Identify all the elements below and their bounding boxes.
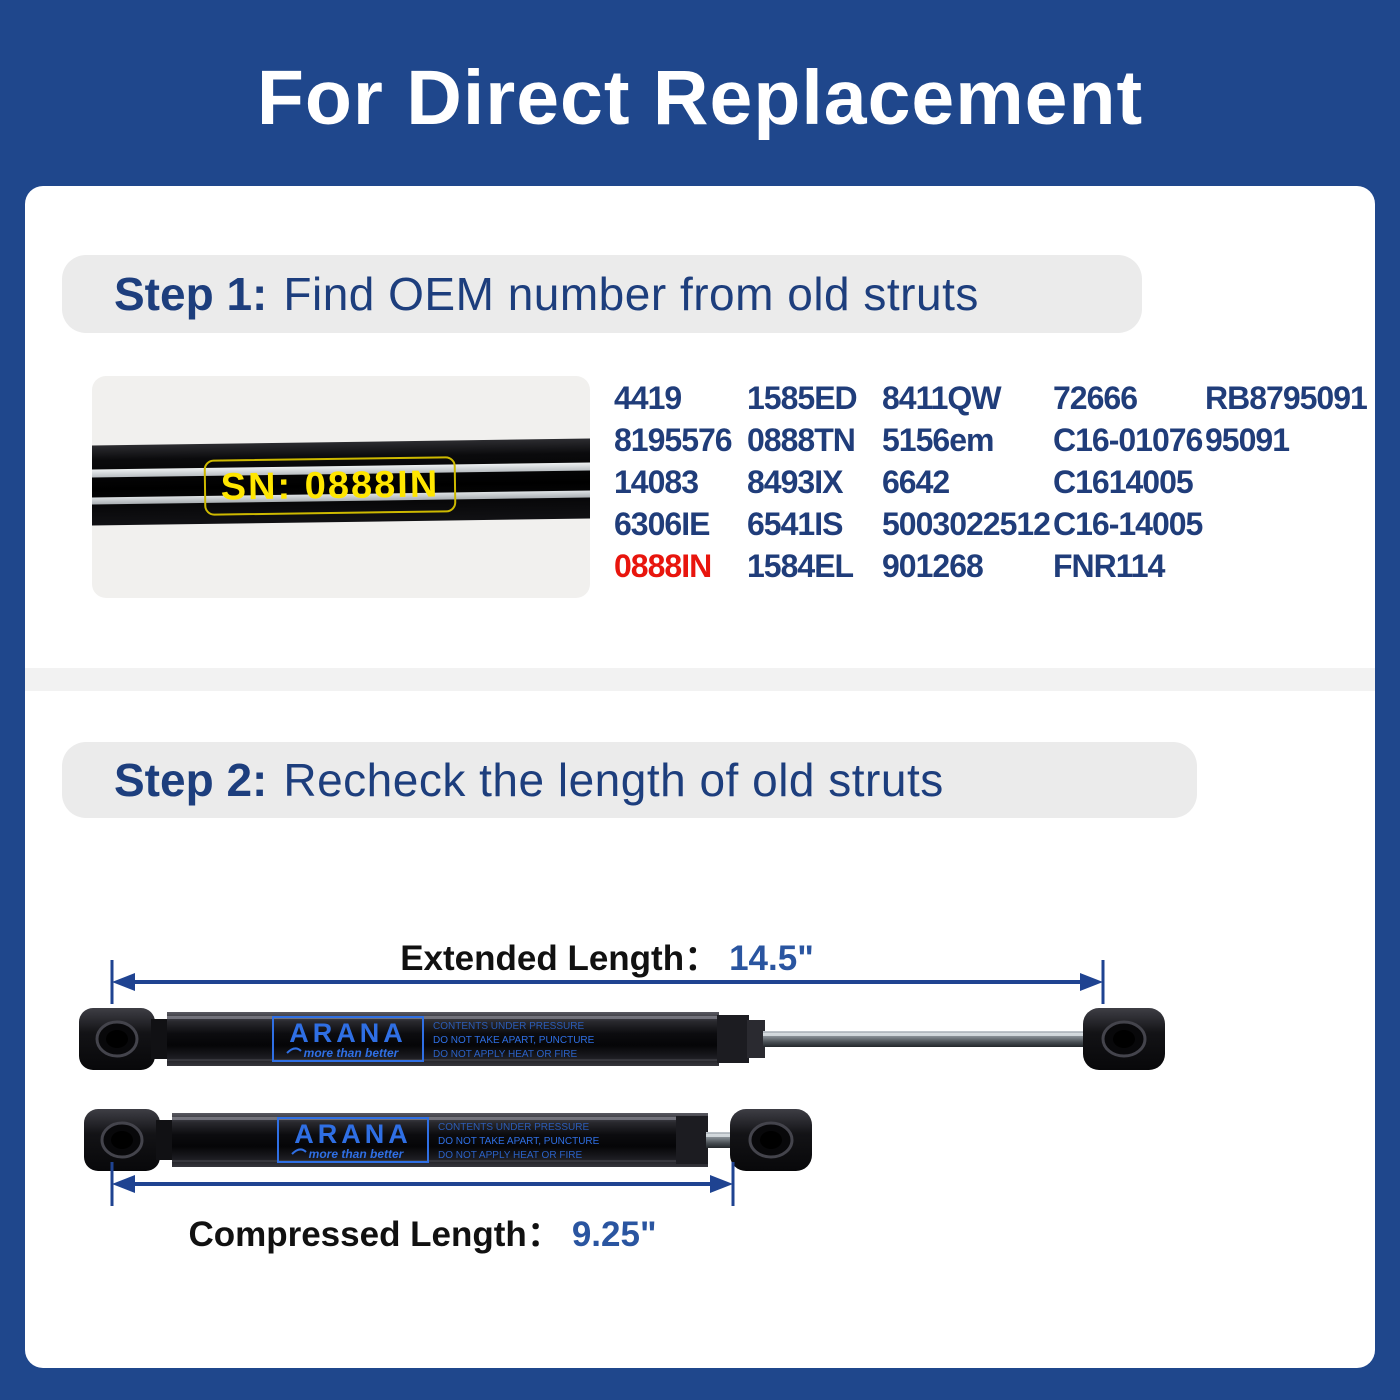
oem-number: 6541IS <box>747 506 843 542</box>
oem-column-5: RB8795091 95091 <box>1205 380 1368 458</box>
warning-text: CONTENTS UNDER PRESSURE <box>433 1021 584 1032</box>
step2-header: Step 2: Recheck the length of old struts <box>62 742 1197 818</box>
step1-heading: Find OEM number from old struts <box>283 268 979 320</box>
oem-number: 1585ED <box>747 380 858 416</box>
compressed-length-label: Compressed Length： 9.25" <box>25 1206 820 1257</box>
oem-number: 0888TN <box>747 422 856 458</box>
compressed-length-text: Compressed Length： <box>188 1215 562 1254</box>
step2-heading: Recheck the length of old struts <box>283 754 944 806</box>
brand-label: ARANA more than better <box>272 1016 424 1062</box>
warning-label: CONTENTS UNDER PRESSURE DO NOT TAKE APAR… <box>438 1122 600 1161</box>
oem-number: 6642 <box>882 464 950 500</box>
page-title: For Direct Replacement <box>256 54 1144 141</box>
compressed-length-value: 9.25" <box>571 1215 657 1254</box>
warning-text: DO NOT TAKE APART, PUNCTURE <box>433 1035 595 1046</box>
warning-text: DO NOT APPLY HEAT OR FIRE <box>433 1049 577 1060</box>
oem-number: FNR114 <box>1053 548 1165 584</box>
oem-column-4: 72666 C16-01076 C1614005 C16-14005 FNR11… <box>1053 380 1203 584</box>
oem-column-2: 1585ED 0888TN 8493IX 6541IS 1584EL <box>747 380 858 584</box>
left-eyelet-fitting <box>84 1109 160 1171</box>
right-eyelet-fitting <box>730 1109 812 1171</box>
oem-number-highlighted: 0888IN <box>614 548 712 584</box>
left-eyelet-fitting <box>79 1008 155 1070</box>
brand-tagline: more than better <box>304 1046 400 1060</box>
extended-length-value: 14.5" <box>729 939 814 978</box>
oem-number: 901268 <box>882 548 984 584</box>
warning-text: DO NOT TAKE APART, PUNCTURE <box>438 1136 600 1147</box>
oem-number: 8411QW <box>882 380 1002 416</box>
section-divider <box>25 668 1375 691</box>
step2-label: Step 2: <box>114 754 268 806</box>
warning-text: DO NOT APPLY HEAT OR FIRE <box>438 1150 582 1161</box>
oem-number: 14083 <box>614 464 699 500</box>
oem-number: C16-01076 <box>1053 422 1203 458</box>
extended-length-text: Extended Length： <box>400 939 720 978</box>
oem-number: C16-14005 <box>1053 506 1203 542</box>
right-eyelet-fitting <box>1083 1008 1165 1070</box>
oem-number: 4419 <box>614 380 682 416</box>
oem-number: 8493IX <box>747 464 843 500</box>
cylinder-end-cap <box>717 1015 749 1063</box>
strut-neck <box>156 1120 174 1160</box>
oem-number: 95091 <box>1205 422 1290 458</box>
extended-strut-image: ARANA more than better CONTENTS UNDER PR… <box>79 1008 1165 1070</box>
warning-label: CONTENTS UNDER PRESSURE DO NOT TAKE APAR… <box>433 1021 595 1060</box>
oem-column-1: 4419 8195576 14083 6306IE 0888IN <box>614 380 733 584</box>
serial-number-callout: SN: 0888IN <box>203 456 457 516</box>
extended-length-label: Extended Length： 14.5" <box>207 930 1007 981</box>
oem-number: C1614005 <box>1053 464 1194 500</box>
compressed-strut-image: ARANA more than better CONTENTS UNDER PR… <box>84 1109 812 1171</box>
piston-rod <box>763 1031 1088 1047</box>
strut-cylinder <box>167 1012 719 1066</box>
oem-number: 5156em <box>882 422 994 458</box>
step1-label: Step 1: <box>114 268 268 320</box>
piston-rod <box>706 1132 734 1148</box>
brand-tagline: more than better <box>309 1147 405 1161</box>
strut-cylinder <box>172 1113 708 1167</box>
strut-neck <box>151 1019 169 1059</box>
brand-label: ARANA more than better <box>277 1117 429 1163</box>
oem-number: 1584EL <box>747 548 854 584</box>
oem-column-3: 8411QW 5156em 6642 5003022512 901268 <box>882 380 1051 584</box>
warning-text: CONTENTS UNDER PRESSURE <box>438 1122 589 1133</box>
extended-dimension-arrow <box>110 960 1105 1004</box>
brand-text: ARANA <box>294 1119 412 1149</box>
oem-number: 6306IE <box>614 506 710 542</box>
rod-seal <box>747 1020 765 1058</box>
brand-text: ARANA <box>289 1018 407 1048</box>
old-strut-photo: SN: 0888IN <box>92 376 590 598</box>
compressed-dimension-arrow <box>110 1162 735 1206</box>
cylinder-end-cap <box>676 1116 708 1164</box>
oem-number: 5003022512 <box>882 506 1051 542</box>
oem-number: RB8795091 <box>1205 380 1368 416</box>
title-banner: For Direct Replacement <box>0 0 1400 186</box>
oem-number: 8195576 <box>614 422 733 458</box>
content-card: Step 1: Find OEM number from old struts … <box>25 186 1375 1368</box>
step1-header: Step 1: Find OEM number from old struts <box>62 255 1142 333</box>
oem-number: 72666 <box>1053 380 1138 416</box>
